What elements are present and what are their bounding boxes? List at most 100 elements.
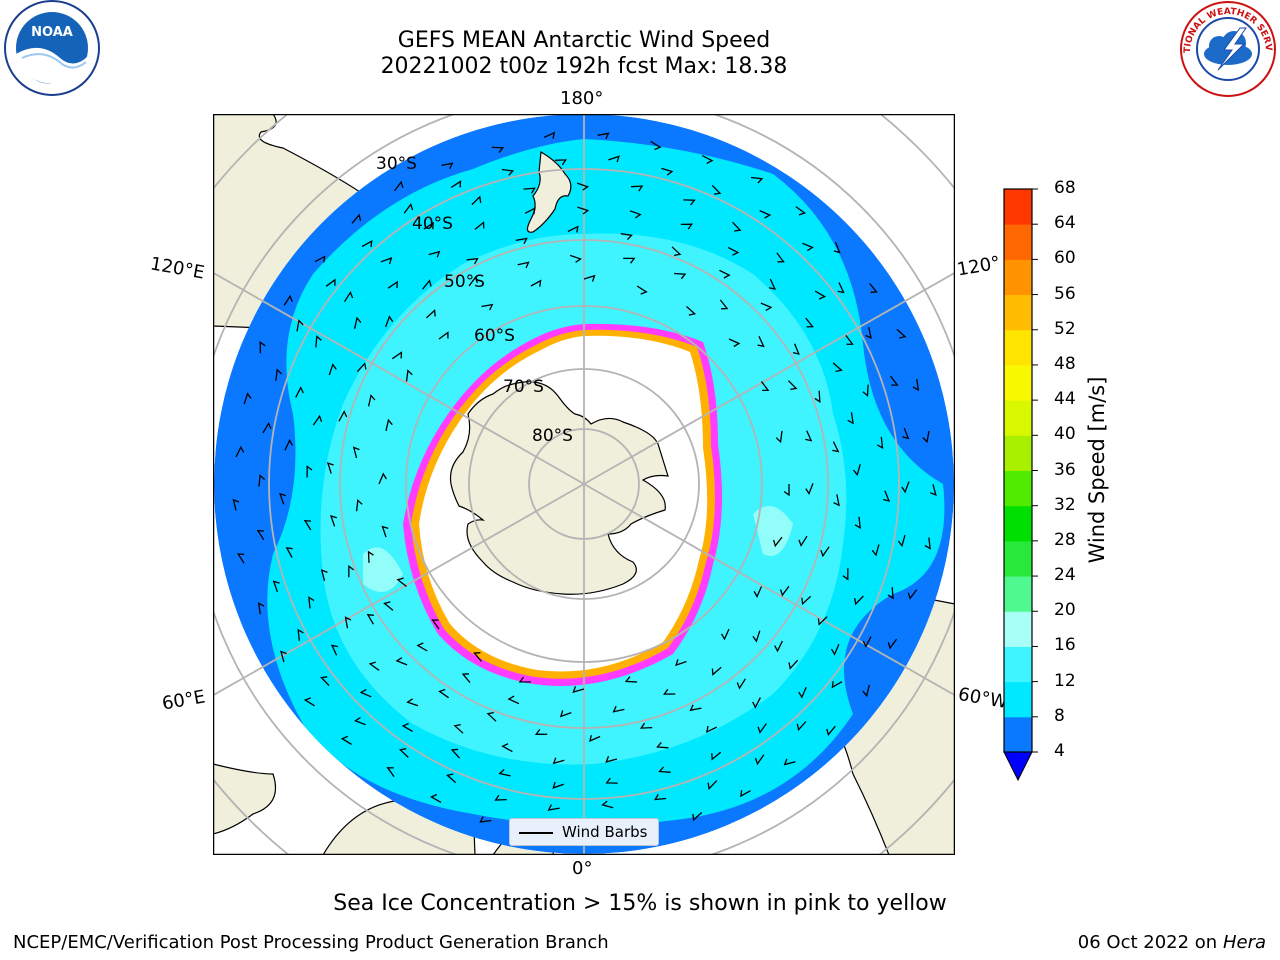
wind-barb [259,341,266,354]
wind-barb [907,589,918,600]
wind-barb [817,616,828,626]
nws-logo: NATIONAL WEATHER SERVICE [1178,0,1276,97]
wind-barb [547,804,560,811]
wind-barb [869,282,878,293]
wind-barb [654,793,667,801]
wind-barb [576,182,590,191]
wind-barb [674,272,687,280]
wind-barb [515,237,528,245]
wind-barb [887,587,894,600]
wind-barb [353,316,362,329]
wind-barb [466,257,479,265]
wind-barb [473,652,482,662]
legend-label: Wind Barbs [562,823,648,841]
wind-barb [845,335,854,345]
wind-barb [380,257,393,265]
wind-barb [890,375,899,386]
wind-barb [352,446,360,459]
wind-barb [367,550,374,563]
wind-barb [285,547,293,558]
map-legend: Wind Barbs [509,818,659,846]
wind-barb [720,628,730,641]
wind-barb [258,474,266,487]
legend-line-swatch [519,832,553,834]
colorbar-bin [1004,646,1032,683]
wind-barb [754,754,765,766]
wind-barb [801,595,812,606]
wind-barb [401,722,413,732]
wind-barb [431,619,440,630]
wind-barb [486,711,497,722]
wind-barb [481,303,494,311]
wind-barb [297,628,304,641]
lon-label-0: 0° [572,858,593,879]
wind-barb [798,686,807,699]
colorbar-bin [1004,329,1032,366]
wind-barb [325,278,336,287]
wind-barb [902,427,910,440]
wind-barb [314,255,326,263]
wind-barb [569,254,582,263]
wind-barb [386,767,395,778]
wind-barb [612,705,625,713]
wind-barb [862,636,872,648]
wind-barb [530,279,542,287]
wind-barb [559,710,572,718]
wind-barb [461,673,471,684]
wind-barb [507,695,520,705]
colorbar-tick-label: 60 [1054,248,1076,269]
wind-barb [446,773,457,784]
wind-barb [383,601,394,611]
wind-barb [601,800,614,809]
wind-barb [468,275,478,287]
colorbar-bin [1004,576,1032,612]
wind-barb [757,723,767,734]
colorbar-bin [1004,364,1032,401]
colorbar-tick-label: 20 [1054,600,1076,621]
wind-barb [272,580,280,593]
wind-barb [650,140,662,151]
colorbar-tick-label: 8 [1054,705,1065,726]
colorbar-tick-label: 48 [1054,353,1076,374]
graticule [213,114,955,855]
wind-barb [381,525,389,538]
wind-barb [378,472,387,485]
wind-barb [567,225,579,233]
footer-date: 06 Oct 2022 on Hera [1078,932,1266,953]
antarctic-map: 30°S 40°S 50°S 60°S 70°S 80°S [213,114,955,855]
wind-barb [405,369,413,382]
wind-barb [805,430,813,442]
lon-label-120e: 120°E [148,253,207,284]
colorbar-tick-label: 32 [1054,494,1076,515]
wind-barb [671,246,682,257]
wind-barb [262,421,272,434]
lat-label-60s: 60°S [474,326,515,346]
wind-barb [896,328,907,339]
wind-barb [783,484,790,497]
wind-barb [814,290,827,300]
wind-barb [711,751,722,761]
wind-barb [711,666,722,676]
wind-barb [554,159,567,166]
wind-barb [887,638,898,650]
wind-barb [340,735,352,745]
wind-barb [320,676,330,686]
wind-barb [706,725,718,734]
colorbar-bin [1004,259,1032,296]
wind-barb [315,335,322,348]
wind-barb [929,484,937,496]
colorbar-tick-label: 24 [1054,565,1076,586]
wind-barb [517,261,530,269]
wind-barb [922,430,930,444]
wind-barb [608,155,620,163]
wind-barb [423,221,434,230]
wind-barb [901,481,910,494]
wind-barb [792,343,800,355]
wind-barb [329,514,337,527]
lat-label-30s: 30°S [376,154,417,174]
wind-barb [862,384,869,397]
wind-barb [257,602,265,615]
wind-barb [620,233,633,241]
wind-barb [416,642,428,652]
lat-label-80s: 80°S [532,426,573,446]
